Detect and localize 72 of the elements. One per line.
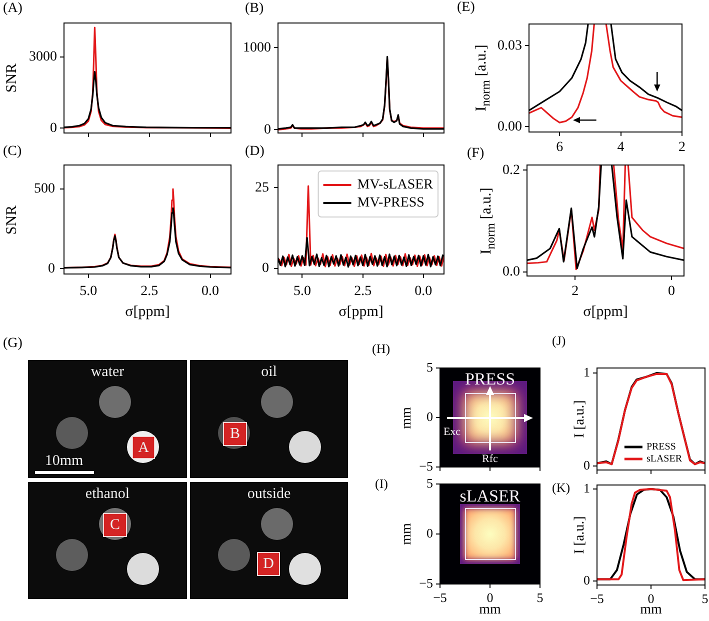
y-tick-label: 0.0	[502, 264, 520, 280]
chart-title: (F)	[467, 146, 484, 163]
chart-title: (D)	[245, 144, 264, 161]
x-tick-label: 0.0	[202, 284, 220, 300]
y-tick-label: 0	[264, 122, 271, 138]
y-tick-label: −5	[419, 458, 433, 474]
chart-title: (K)	[552, 480, 570, 496]
text: A	[138, 439, 149, 456]
y-tick-label: 0	[584, 457, 590, 472]
y-tick-label: 5	[426, 359, 433, 374]
y-tick-label: 25	[255, 180, 269, 196]
x-tick-label: 2.5	[140, 284, 158, 300]
y-tick-label: 0	[584, 572, 590, 588]
y-tick-label: 0	[48, 261, 55, 276]
y-axis-title: SNR	[3, 63, 21, 93]
text: 10mm	[44, 452, 84, 470]
chart-title: (E)	[457, 0, 475, 17]
y-axis-title: I [a.u.]	[572, 400, 589, 438]
y-tick-label: 0.03	[498, 38, 522, 54]
text: (G)	[3, 336, 22, 353]
y-tick-label: 1	[584, 364, 590, 380]
annotation: Rfc	[482, 453, 498, 466]
x-tick-label: 5.0	[293, 284, 311, 300]
x-tick-label: 2	[678, 140, 686, 156]
text: D	[263, 556, 274, 572]
x-tick-label: 5	[702, 591, 708, 606]
x-tick-label: 6	[556, 140, 564, 156]
y-tick-label: 500	[34, 182, 55, 197]
text: B	[230, 426, 240, 442]
x-axis-title: σ[ppm]	[583, 303, 628, 321]
x-axis-title: σ[ppm]	[338, 303, 384, 321]
legend-label: sLASER	[646, 454, 682, 465]
legend-label: MV-PRESS	[357, 196, 424, 211]
x-tick-label: 0	[486, 590, 494, 606]
x-tick-label: 4	[617, 140, 624, 156]
annotation: sLASER	[460, 486, 520, 506]
text: oil	[261, 364, 277, 380]
y-tick-label: 0	[426, 408, 433, 424]
text: C	[110, 516, 120, 534]
y-axis-title: SNR	[3, 204, 21, 234]
y-tick-label: 5	[426, 475, 433, 490]
x-tick-label: 5.0	[80, 284, 98, 300]
y-axis-title: I [a.u.]	[572, 516, 589, 554]
y-tick-label: 0	[50, 120, 57, 136]
chart-title: (C)	[3, 144, 22, 161]
y-tick-label: 0	[426, 525, 433, 540]
y-tick-label: 0	[262, 261, 269, 276]
y-axis-title: mm	[400, 406, 416, 428]
y-tick-label: 1000	[243, 40, 271, 56]
y-tick-label: 0.2	[502, 162, 520, 178]
text: outside	[247, 486, 291, 502]
y-tick-label: 3000	[29, 49, 57, 64]
x-tick-label: 5	[536, 590, 544, 606]
annotation: PRESS	[464, 370, 516, 390]
chart-title: (H)	[372, 341, 390, 357]
x-tick-label: 2	[572, 284, 579, 300]
chart-title: (J)	[552, 333, 566, 349]
text: ethanol	[85, 486, 130, 502]
legend-label: PRESS	[646, 442, 676, 453]
legend-label: MV-sLASER	[357, 178, 434, 193]
text: water	[90, 364, 124, 380]
chart-title: (I)	[375, 476, 388, 492]
y-tick-label: 0.00	[498, 119, 522, 134]
y-tick-label: 1	[584, 480, 590, 496]
y-tick-label: −5	[419, 575, 433, 590]
x-tick-label: 2.5	[354, 284, 372, 300]
x-tick-label: 0	[668, 284, 675, 300]
chart-title: (A)	[3, 1, 22, 18]
x-axis-title: mm	[479, 602, 501, 620]
chart-title: (B)	[245, 1, 264, 18]
y-axis-title: mm	[400, 523, 416, 545]
x-axis-title: σ[ppm]	[125, 303, 170, 321]
